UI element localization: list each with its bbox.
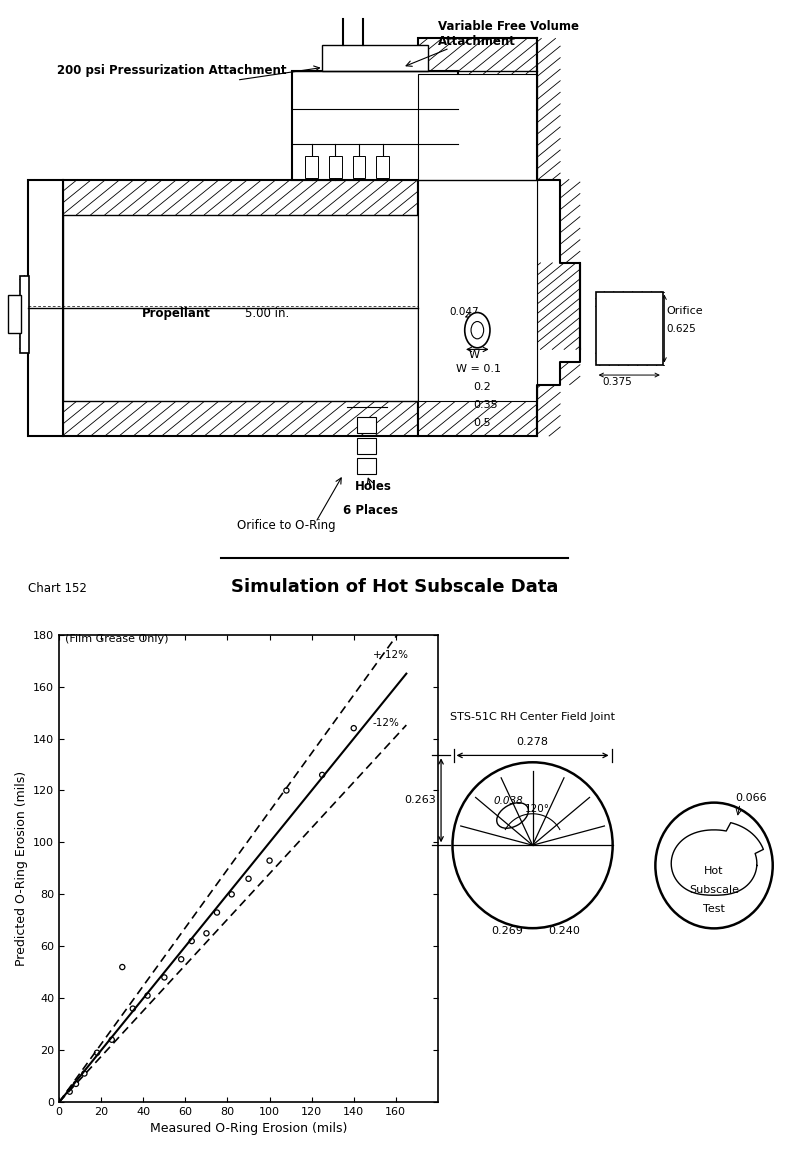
Point [126, 999, 139, 1018]
Point [106, 1031, 118, 1049]
Bar [8, 295, 21, 334]
Bar [305, 156, 318, 178]
Bar [418, 74, 537, 400]
Point [200, 924, 213, 943]
Text: W: W [469, 350, 480, 360]
Bar [63, 180, 418, 436]
Text: 0.375: 0.375 [603, 376, 632, 387]
Bar [322, 45, 428, 70]
Bar [418, 38, 537, 436]
Text: 0.278: 0.278 [517, 737, 548, 747]
Point [69, 1074, 82, 1093]
Point [116, 958, 129, 976]
Bar [20, 276, 29, 353]
Bar [292, 70, 458, 180]
Text: Hot: Hot [705, 866, 724, 876]
Point [91, 1043, 103, 1062]
Text: 0.625: 0.625 [666, 323, 696, 334]
Y-axis label: Predicted O-Ring Erosion (mils): Predicted O-Ring Erosion (mils) [15, 771, 28, 966]
Text: 5.00 in.: 5.00 in. [245, 307, 289, 321]
Text: 0.038: 0.038 [494, 796, 523, 805]
Point [141, 987, 154, 1005]
Bar [376, 156, 389, 178]
Point [63, 1082, 76, 1101]
Text: 0.240: 0.240 [548, 926, 580, 936]
Text: 0.066: 0.066 [735, 793, 767, 802]
Bar [357, 437, 376, 454]
Text: 0.35: 0.35 [473, 399, 498, 410]
Bar [596, 292, 663, 366]
Point [264, 852, 276, 870]
Text: 120°: 120° [525, 804, 550, 814]
Bar [353, 156, 365, 178]
Text: + 12%: + 12% [372, 650, 408, 660]
Point [242, 870, 255, 889]
Text: W = 0.1: W = 0.1 [456, 364, 501, 374]
X-axis label: Measured O-Ring Erosion (mils): Measured O-Ring Erosion (mils) [150, 1123, 347, 1136]
Bar [28, 180, 63, 436]
Text: 0.047: 0.047 [450, 307, 480, 317]
Point [316, 766, 328, 785]
Text: Variable Free Volume
Attachment: Variable Free Volume Attachment [438, 20, 579, 47]
Bar [63, 215, 418, 400]
Point [158, 968, 170, 987]
Text: 6 Places: 6 Places [343, 504, 398, 517]
Point [226, 885, 238, 904]
Ellipse shape [453, 763, 612, 928]
Bar [329, 156, 342, 178]
Text: 200 psi Pressurization Attachment: 200 psi Pressurization Attachment [57, 63, 286, 76]
Text: 0.2: 0.2 [473, 382, 491, 392]
Ellipse shape [465, 313, 490, 347]
Bar [357, 458, 376, 474]
Point [185, 932, 198, 951]
Text: Subscale: Subscale [689, 885, 739, 894]
Text: Propellant: Propellant [142, 307, 211, 321]
Ellipse shape [656, 803, 772, 928]
Text: Test: Test [703, 904, 725, 914]
Text: Simulation of Hot Subscale Data: Simulation of Hot Subscale Data [231, 578, 558, 595]
Text: (Film Grease Only): (Film Grease Only) [65, 635, 169, 644]
Point [211, 904, 223, 922]
Text: 0.5: 0.5 [473, 418, 491, 428]
Point [78, 1064, 91, 1082]
Text: Orifice: Orifice [666, 306, 702, 316]
Point [175, 950, 188, 968]
Text: Orifice to O-Ring: Orifice to O-Ring [237, 519, 335, 532]
Text: -12%: -12% [372, 718, 399, 727]
Point [347, 719, 360, 737]
Text: 0.269: 0.269 [491, 926, 523, 936]
Text: Chart 152: Chart 152 [28, 582, 87, 595]
Bar [357, 418, 376, 434]
Text: 0.263: 0.263 [405, 795, 436, 805]
Point [280, 781, 293, 800]
Text: STS-51C RH Center Field Joint: STS-51C RH Center Field Joint [450, 712, 615, 722]
Text: Holes: Holes [355, 480, 392, 494]
